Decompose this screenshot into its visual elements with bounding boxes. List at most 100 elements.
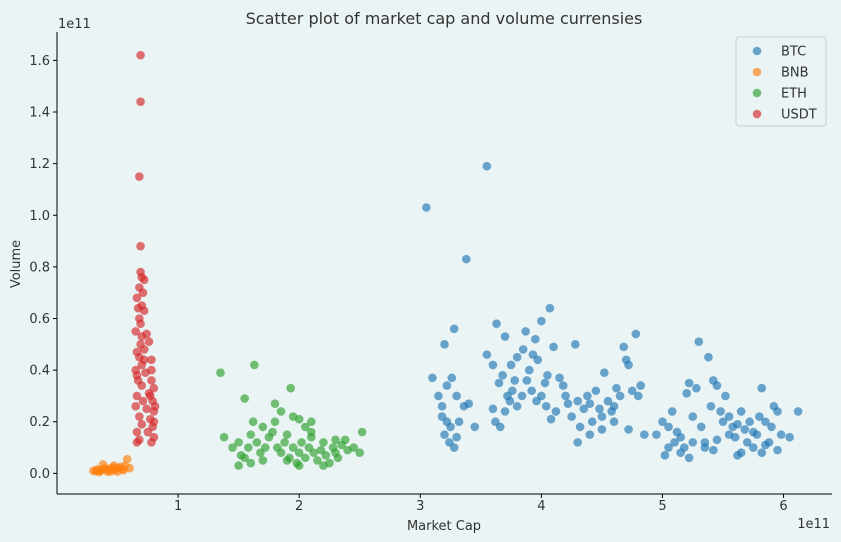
data-point: [452, 391, 461, 401]
data-point: [92, 465, 102, 474]
series-usdt: [131, 50, 160, 447]
series-bnb: [89, 454, 134, 477]
data-point: [147, 438, 156, 447]
data-point: [252, 438, 262, 447]
data-point: [461, 254, 471, 264]
x-tick-label: 2: [295, 499, 303, 514]
data-point: [706, 401, 716, 411]
data-point: [748, 443, 758, 452]
data-point: [142, 404, 151, 414]
data-point: [558, 381, 568, 390]
data-point: [518, 345, 528, 354]
legend-marker: [752, 88, 762, 98]
data-point: [517, 391, 527, 401]
data-point: [718, 417, 728, 427]
data-point: [280, 438, 289, 447]
y-axis-label: Volume: [9, 240, 24, 288]
data-point: [149, 417, 159, 427]
data-point: [600, 368, 609, 377]
data-point: [294, 414, 304, 424]
data-point: [636, 381, 645, 390]
data-point: [482, 350, 492, 359]
series-eth: [216, 360, 367, 470]
data-point: [270, 417, 280, 427]
data-point: [712, 435, 722, 445]
data-point: [712, 381, 722, 390]
data-point: [244, 443, 253, 452]
data-point: [437, 401, 447, 411]
data-point: [785, 432, 794, 442]
data-point: [591, 386, 601, 396]
data-point: [470, 422, 480, 432]
data-point: [688, 438, 698, 447]
data-point: [506, 360, 516, 370]
data-point: [603, 396, 613, 406]
data-point: [545, 303, 555, 313]
data-point: [531, 334, 540, 344]
data-point: [664, 422, 673, 432]
data-point: [724, 412, 734, 421]
legend-label: BNB: [781, 66, 809, 81]
data-point: [276, 448, 286, 458]
y-tick-label: 0.2: [29, 415, 50, 430]
data-point: [355, 448, 365, 458]
data-point: [234, 438, 243, 447]
data-point: [612, 383, 621, 393]
data-point: [551, 407, 561, 416]
chart-title: Scatter plot of market cap and volume cu…: [246, 9, 643, 28]
data-point: [537, 316, 546, 326]
data-point: [442, 381, 452, 390]
data-point: [561, 391, 570, 401]
data-point: [306, 417, 316, 427]
data-point: [313, 456, 322, 465]
legend-label: BTC: [781, 45, 806, 60]
data-point: [300, 422, 310, 432]
data-point: [733, 420, 742, 429]
data-point: [454, 417, 464, 427]
data-point: [694, 337, 704, 347]
data-point: [340, 435, 350, 445]
x-tick-label: 5: [658, 499, 666, 514]
data-point: [136, 97, 145, 106]
data-point: [609, 401, 619, 411]
data-point: [704, 352, 713, 362]
legend-box: [735, 36, 827, 127]
data-point: [258, 422, 268, 432]
data-point: [505, 396, 515, 406]
data-point: [700, 443, 710, 452]
data-point: [627, 386, 637, 396]
data-point: [440, 430, 449, 439]
data-point: [246, 458, 256, 468]
x-tick-label: 1: [174, 499, 182, 514]
data-point: [258, 456, 268, 465]
data-point: [309, 448, 319, 458]
data-point: [537, 391, 546, 401]
data-point: [482, 161, 492, 171]
data-point: [579, 404, 589, 414]
data-point: [98, 460, 108, 469]
data-point: [676, 432, 685, 442]
data-point: [143, 427, 153, 437]
data-point: [147, 355, 156, 365]
data-point: [767, 422, 776, 432]
y-tick-label: 1.2: [29, 157, 50, 172]
data-point: [500, 407, 510, 416]
data-point: [248, 417, 258, 427]
ticks: 1 2 3 4 5 6 0.0 0.2 0.4 0.6 0.8 1.0 1.2 1.4 1.6: [29, 54, 787, 514]
data-point: [270, 399, 280, 408]
data-point: [793, 407, 803, 416]
data-point: [216, 368, 225, 377]
data-point: [135, 412, 144, 421]
data-point: [282, 430, 292, 439]
data-point: [333, 453, 343, 463]
data-point: [321, 450, 331, 460]
data-point: [136, 50, 145, 60]
data-point: [449, 324, 459, 334]
y-offset-label: 1e11: [58, 17, 91, 32]
data-point: [139, 275, 149, 285]
data-point: [294, 461, 304, 470]
data-point: [131, 401, 141, 411]
data-point: [131, 327, 141, 336]
data-point: [240, 453, 249, 463]
data-point: [300, 453, 310, 463]
